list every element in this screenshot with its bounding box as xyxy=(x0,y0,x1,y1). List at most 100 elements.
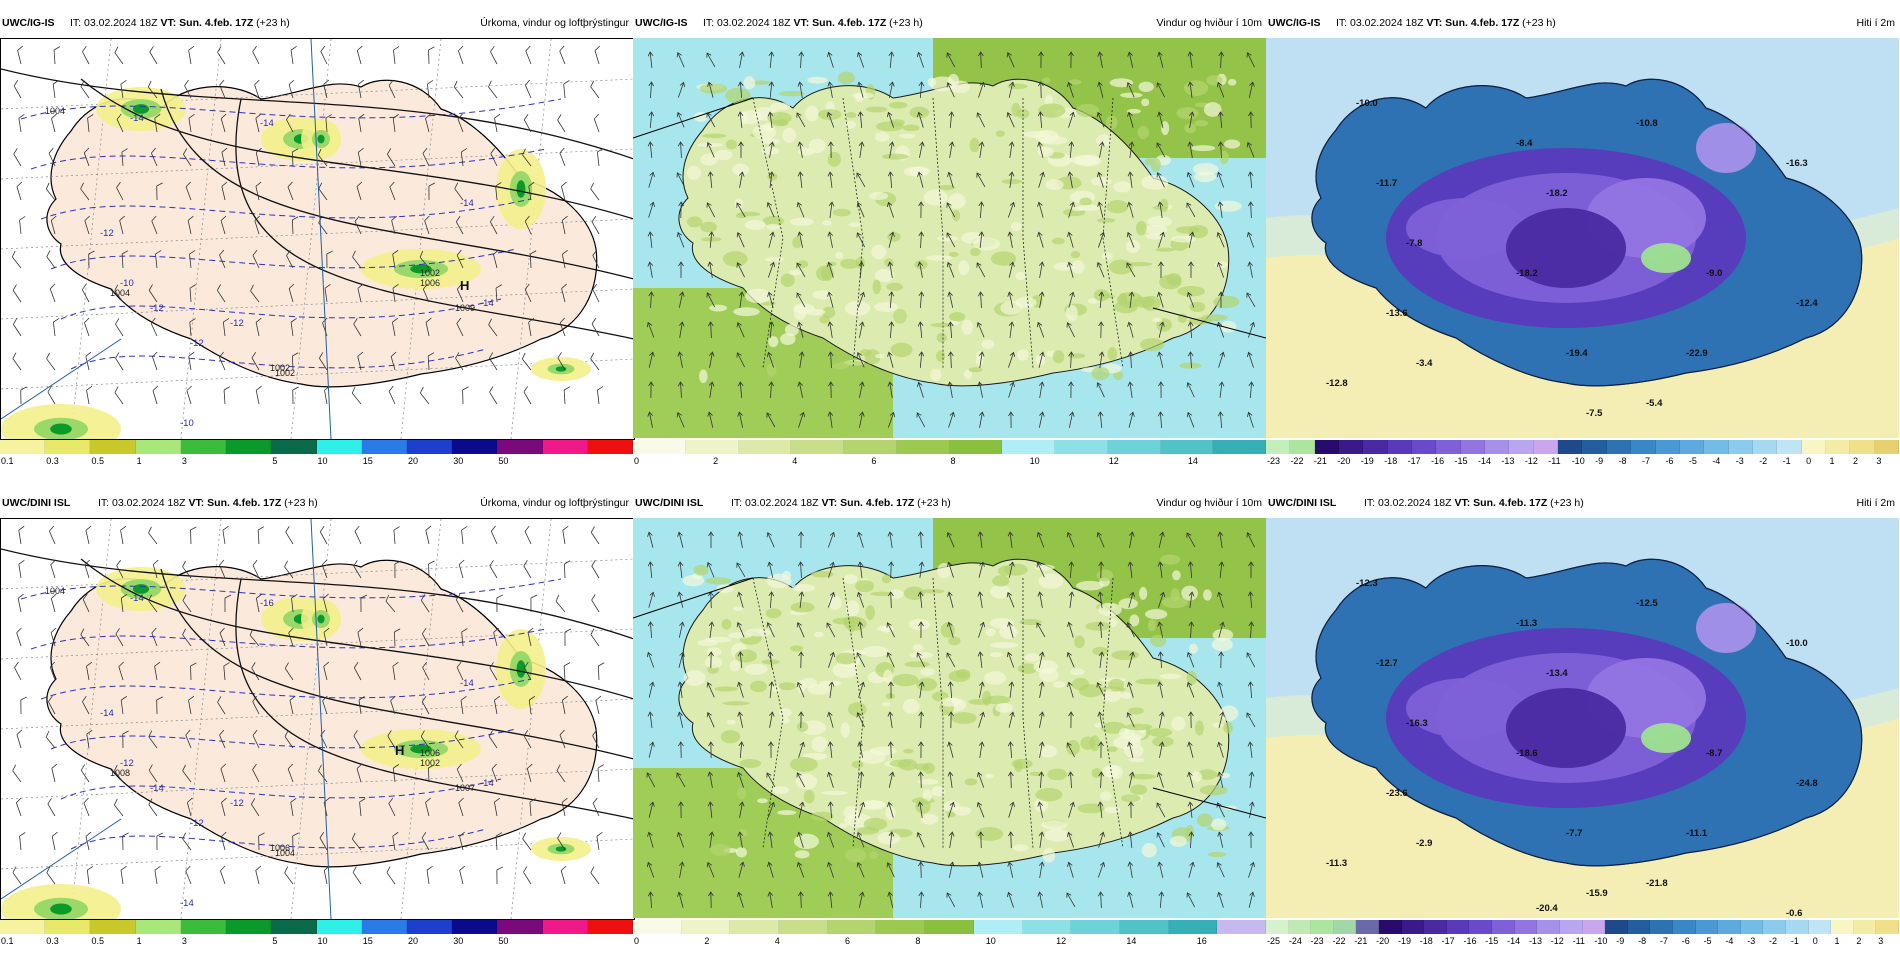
colorbar-tick-label xyxy=(543,456,588,470)
wind-speed-patch xyxy=(855,580,874,592)
colorbar-swatch xyxy=(1290,440,1314,454)
colorbar-tick-label: -22 xyxy=(1331,936,1353,950)
wind-speed-patch xyxy=(1118,293,1127,305)
colorbar-tick-label: 14 xyxy=(1187,456,1227,470)
forecast-map[interactable] xyxy=(633,518,1266,918)
wind-speed-patch xyxy=(797,722,808,732)
colorbar-swatch xyxy=(1763,920,1786,934)
colorbar-swatch xyxy=(1854,920,1877,934)
wind-speed-patch xyxy=(767,363,777,377)
model-name: UWC/IG-IS xyxy=(635,17,688,29)
wind-speed-patch xyxy=(682,575,704,586)
wind-speed-patch xyxy=(1035,788,1062,801)
temperature-value-label: -10.8 xyxy=(1636,118,1658,129)
colorbar-tick-label: -17 xyxy=(1407,456,1430,470)
precip-area xyxy=(517,180,526,198)
colorbar-swatch xyxy=(1492,920,1515,934)
wind-speed-patch xyxy=(1148,728,1172,737)
wind-speed-patch xyxy=(1085,622,1111,631)
colorbar-swatch xyxy=(271,920,316,934)
temperature-value-label: -18.6 xyxy=(1516,748,1538,759)
temperature-value-label: -11.7 xyxy=(1376,178,1397,189)
colorbar-swatch xyxy=(1875,440,1899,454)
wind-speed-patch xyxy=(996,130,1005,136)
wind-speed-patch xyxy=(1013,844,1029,851)
run-time: IT: 03.02.2024 18Z VT: Sun. 4.feb. 17Z (… xyxy=(1364,497,1584,509)
colorbar-swatch xyxy=(1582,440,1606,454)
colorbar-swatch xyxy=(0,440,45,454)
temperature-value-label: -12.7 xyxy=(1376,658,1398,669)
wind-speed-patch xyxy=(1097,218,1115,223)
temperature-value-label: -7.8 xyxy=(1406,238,1422,249)
colorbar-swatch xyxy=(1469,920,1492,934)
colorbar-tick-label xyxy=(1147,456,1187,470)
wind-speed-patch xyxy=(709,305,727,312)
wind-speed-patch xyxy=(1011,222,1021,231)
wind-speed-patch xyxy=(723,701,750,705)
wind-speed-patch xyxy=(702,134,727,139)
temperature-value-label: -0.6 xyxy=(1786,908,1802,919)
wind-speed-patch xyxy=(1189,644,1198,654)
colorbar-tick-label: -10 xyxy=(1571,456,1594,470)
colorbar-tick-label: -7 xyxy=(1641,456,1664,470)
wind-speed-patch xyxy=(995,703,1013,713)
forecast-map[interactable] xyxy=(0,38,635,440)
wind-speed-patch xyxy=(723,251,748,266)
panel-title: Hiti í 2m xyxy=(1856,17,1895,29)
precip-area xyxy=(317,135,324,144)
colorbar-tick-label xyxy=(1231,936,1266,950)
colorbar-swatch xyxy=(1850,440,1874,454)
wind-speed-patch xyxy=(781,717,790,724)
wind-speed-patch xyxy=(852,761,864,769)
wind-speed-patch xyxy=(765,257,785,261)
colorbar-swatch xyxy=(136,920,181,934)
model-name: UWC/DINI ISL xyxy=(2,497,70,509)
wind-speed-patch xyxy=(886,693,895,699)
colorbar-tick-label: -3 xyxy=(1735,456,1758,470)
wind-speed-patch xyxy=(726,139,737,149)
colorbar-tick-label: 0.3 xyxy=(45,456,90,470)
panel-title: Úrkoma, vindur og loftþrýstingur xyxy=(480,497,629,509)
temperature-value-label: -24.8 xyxy=(1796,778,1818,789)
wind-speed-patch xyxy=(841,722,850,738)
colorbar-tick-label: -19 xyxy=(1360,456,1383,470)
forecast-map[interactable] xyxy=(633,38,1266,438)
wind-speed-patch xyxy=(877,626,891,631)
wind-speed-patch xyxy=(1208,852,1227,857)
colorbar-swatch xyxy=(1560,920,1583,934)
colorbar-tick-label xyxy=(809,936,844,950)
colorbar-swatch xyxy=(682,920,731,934)
colorbar-swatch xyxy=(1696,920,1719,934)
colorbar-swatch xyxy=(1213,440,1266,454)
temperature-value-label: -20.4 xyxy=(1536,903,1558,914)
colorbar-swatch xyxy=(588,440,633,454)
wind-speed-patch xyxy=(766,608,782,618)
precip-area xyxy=(317,615,324,624)
colorbar-tick-label: 16 xyxy=(1196,936,1231,950)
init-time: IT: 03.02.2024 18Z xyxy=(731,497,821,509)
colorbar-tick-label: 8 xyxy=(914,936,949,950)
forecast-map[interactable] xyxy=(0,518,635,920)
init-time: IT: 03.02.2024 18Z xyxy=(70,17,160,29)
wind-speed-patch xyxy=(1111,650,1139,660)
colorbar-swatch xyxy=(1650,920,1673,934)
model-name: UWC/DINI ISL xyxy=(635,497,703,509)
colorbar-tick-label: 50 xyxy=(497,456,542,470)
colorbar-tick-label xyxy=(989,456,1029,470)
colorbar-tick-label: -16 xyxy=(1430,456,1453,470)
isobar-label: 1009 xyxy=(455,303,475,313)
colorbar xyxy=(1266,920,1899,934)
colorbar-tick-label: -20 xyxy=(1375,936,1397,950)
wind-speed-patch xyxy=(773,786,789,794)
wind-speed-patch xyxy=(1042,77,1050,83)
temperature-value-label: -8.7 xyxy=(1706,748,1722,759)
wind-speed-patch xyxy=(736,213,748,218)
wind-speed-patch xyxy=(1159,274,1181,289)
colorbar-swatch xyxy=(1461,440,1485,454)
temperature-contour-label: -12 xyxy=(190,818,204,829)
lead-time: (+23 h) xyxy=(1519,17,1555,29)
